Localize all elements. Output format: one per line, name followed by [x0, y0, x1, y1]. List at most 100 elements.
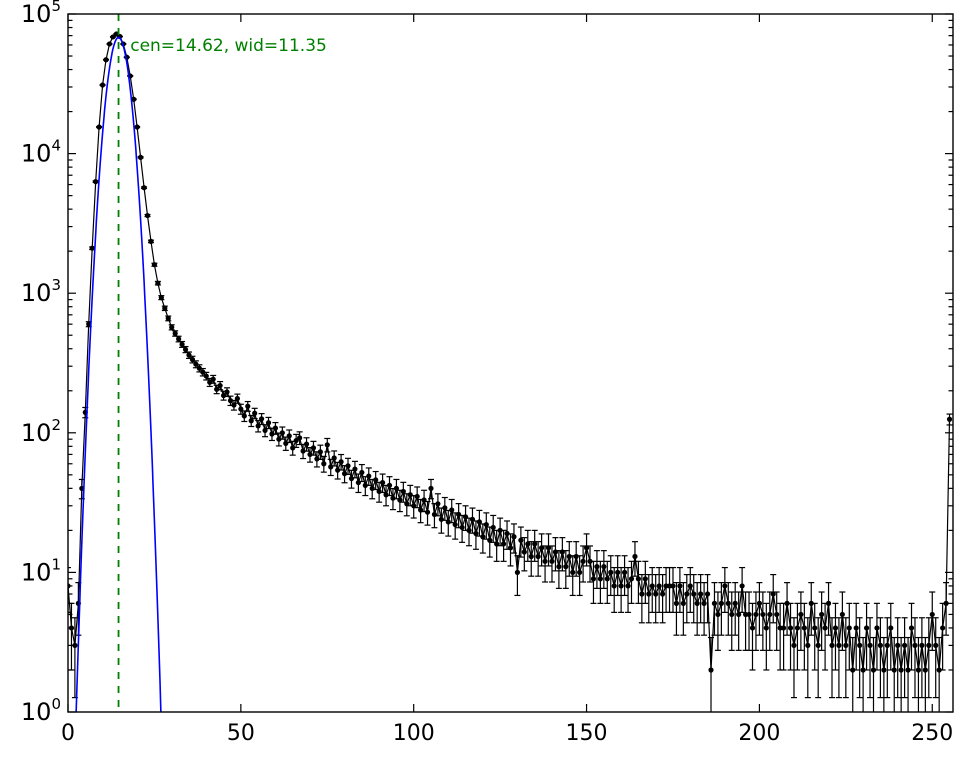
data-point	[459, 524, 465, 531]
data-point	[238, 406, 244, 412]
data-point	[252, 410, 258, 416]
x-tick-labels: 0 50 100 150 200 250	[61, 721, 953, 746]
data-point	[265, 420, 272, 426]
y-tick-labels: 100 101 102 103 104 105	[21, 0, 61, 726]
data-point	[604, 576, 610, 582]
data-point	[424, 509, 431, 515]
data-point	[725, 600, 731, 606]
data-point	[262, 427, 268, 434]
data-point	[583, 545, 590, 551]
data-point	[545, 545, 552, 551]
data-point	[428, 485, 434, 491]
data-point	[362, 482, 368, 488]
data-point	[341, 471, 348, 477]
data-point	[376, 488, 382, 495]
data-point	[93, 179, 99, 185]
data-point	[393, 485, 400, 491]
data-point	[722, 583, 728, 589]
plot-background	[68, 14, 953, 712]
fit-annotation-text: cen=14.62, wid=11.35	[130, 35, 327, 56]
data-point	[490, 524, 496, 531]
data-point	[386, 482, 393, 488]
data-point	[504, 530, 510, 537]
data-point	[870, 667, 877, 673]
data-point	[518, 537, 524, 543]
data-point	[577, 569, 583, 576]
data-point	[466, 527, 472, 533]
data-point	[359, 469, 365, 476]
data-point	[494, 541, 500, 547]
data-point	[535, 553, 541, 560]
data-point	[373, 477, 379, 483]
data-point	[749, 625, 756, 631]
data-point	[943, 600, 949, 606]
data-point	[110, 34, 116, 40]
data-point	[846, 625, 852, 631]
data-point	[839, 611, 845, 618]
data-point	[822, 625, 828, 631]
data-point	[863, 625, 870, 631]
data-point	[227, 398, 234, 404]
data-point	[231, 402, 237, 408]
data-point	[331, 455, 337, 461]
data-point	[220, 392, 227, 399]
data-point	[933, 642, 939, 648]
data-point	[279, 430, 285, 436]
data-point	[580, 558, 586, 564]
data-point	[677, 583, 683, 589]
data-point	[708, 667, 714, 673]
data-point	[922, 667, 928, 673]
data-point	[89, 245, 95, 251]
data-point	[559, 549, 565, 555]
data-point	[462, 514, 469, 520]
data-point	[615, 569, 621, 576]
gaussian-fit-curve	[75, 36, 162, 712]
data-point	[480, 534, 486, 540]
data-point	[774, 611, 780, 618]
data-point	[632, 553, 638, 560]
data-point	[352, 466, 358, 472]
data-point	[217, 382, 223, 389]
data-point	[521, 549, 527, 555]
data-point	[476, 519, 482, 525]
data-point	[328, 464, 334, 470]
data-point	[946, 416, 953, 422]
data-point	[390, 495, 396, 501]
data-point	[753, 611, 759, 618]
data-point	[594, 564, 600, 570]
ticks	[67, 13, 953, 713]
data-point	[825, 600, 832, 606]
data-point	[241, 413, 247, 419]
data-point	[919, 642, 925, 648]
plot-content	[68, 14, 953, 712]
data-point	[137, 154, 144, 160]
y-tick-label: 103	[21, 276, 61, 307]
data-point	[338, 459, 344, 465]
data-point	[134, 124, 140, 130]
data-point	[307, 451, 313, 458]
data-markers	[68, 31, 953, 673]
data-point	[905, 667, 911, 673]
data-point	[497, 527, 503, 533]
data-point	[300, 448, 306, 454]
data-point	[532, 541, 538, 547]
data-point	[324, 442, 330, 448]
data-point	[784, 600, 790, 606]
data-point	[452, 521, 458, 528]
data-point	[248, 418, 254, 424]
data-point	[798, 611, 804, 618]
data-point	[791, 642, 797, 648]
data-point	[203, 373, 209, 379]
data-point	[456, 511, 462, 518]
data-point	[179, 341, 185, 347]
x-tick-label: 50	[227, 721, 255, 746]
data-point	[431, 511, 438, 518]
data-point	[628, 576, 635, 582]
data-point	[511, 534, 517, 540]
data-point	[653, 591, 659, 597]
data-point	[940, 625, 946, 631]
data-point	[829, 642, 835, 648]
data-point	[888, 625, 894, 631]
data-point	[383, 492, 389, 498]
